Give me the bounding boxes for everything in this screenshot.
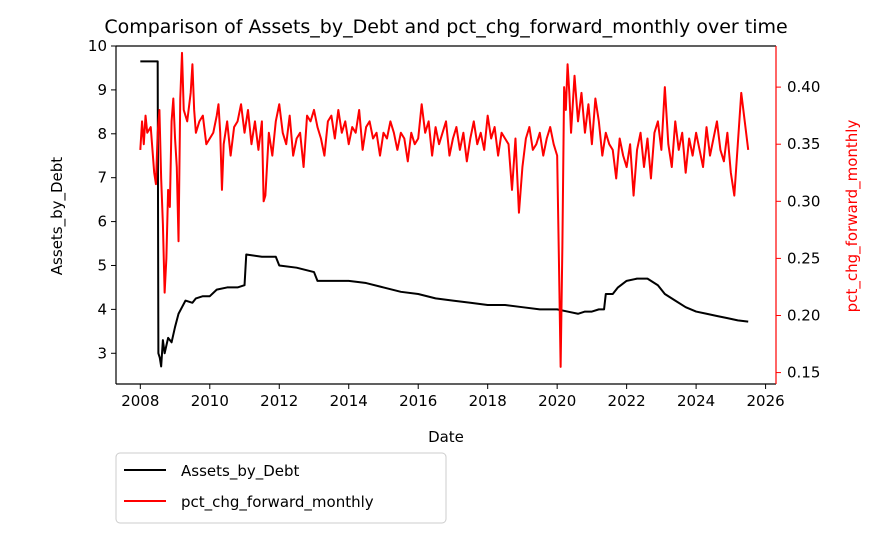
right-y-tick-label: 0.20 (787, 306, 820, 324)
x-tick-label: 2020 (538, 392, 576, 410)
left-y-axis-title: Assets_by_Debt (48, 157, 67, 276)
series-line-assets-by-debt (140, 60, 749, 368)
series-line-pct-chg-forward-monthly (139, 51, 750, 368)
left-y-tick-label: 7 (97, 169, 107, 187)
legend: Assets_by_Debt pct_chg_forward_monthly (115, 452, 447, 524)
left-y-tick-label: 9 (97, 81, 107, 99)
left-y-tick-label: 3 (97, 344, 107, 362)
legend-label-assets-by-debt: Assets_by_Debt (181, 462, 300, 481)
legend-label-pct-chg-forward-monthly: pct_chg_forward_monthly (181, 493, 374, 512)
left-y-tick-label: 4 (97, 300, 107, 318)
x-tick-label: 2012 (260, 392, 298, 410)
x-tick-label: 2010 (191, 392, 229, 410)
right-y-tick-label: 0.35 (787, 135, 820, 153)
chart-title: Comparison of Assets_by_Debt and pct_chg… (104, 16, 787, 38)
x-tick-label: 2014 (330, 392, 368, 410)
x-tick-label: 2018 (469, 392, 507, 410)
legend-box (115, 452, 447, 524)
x-tick-label: 2016 (399, 392, 437, 410)
right-y-axis-title: pct_chg_forward_monthly (843, 120, 862, 313)
left-y-tick-label: 5 (97, 256, 107, 274)
left-y-tick-label: 10 (88, 37, 107, 55)
x-tick-label: 2022 (608, 392, 646, 410)
right-y-tick-label: 0.15 (787, 364, 820, 382)
x-axis-title: Date (428, 428, 464, 446)
x-tick-label: 2026 (746, 392, 784, 410)
right-y-tick-label: 0.40 (787, 78, 820, 96)
x-axis-ticks: 2008 2010 2012 2014 2016 2018 2020 2022 2024 2026 (121, 384, 785, 410)
x-tick-label: 2024 (677, 392, 715, 410)
x-tick-label: 2008 (121, 392, 159, 410)
left-y-axis-ticks: 3 4 5 6 7 8 9 10 (88, 37, 116, 362)
right-y-tick-label: 0.25 (787, 249, 820, 267)
plot-area: 2008 2010 2012 2014 2016 2018 2020 2022 2024 2026… (88, 37, 821, 410)
left-y-tick-label: 8 (97, 125, 107, 143)
right-y-tick-label: 0.30 (787, 192, 820, 210)
right-y-axis-ticks: 0.15 0.20 0.25 0.30 0.35 0.40 (776, 78, 820, 382)
left-y-tick-label: 6 (97, 213, 107, 231)
